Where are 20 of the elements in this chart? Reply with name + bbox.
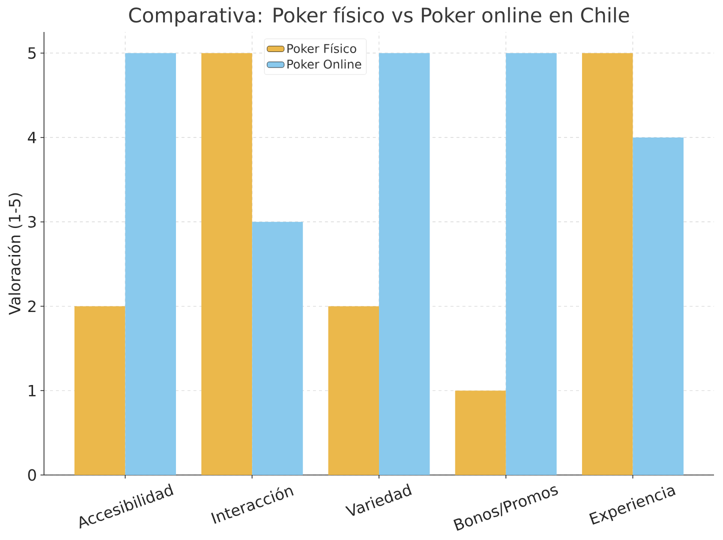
- y-tick-label: 1: [28, 384, 36, 396]
- bar: [201, 53, 252, 475]
- bar: [506, 53, 557, 475]
- bar: [252, 222, 303, 475]
- bar: [379, 53, 430, 475]
- y-tick-label: 3: [28, 216, 36, 228]
- legend-label: Poker Online: [287, 59, 362, 69]
- y-tick-label: 2: [28, 300, 36, 312]
- bar: [125, 53, 176, 475]
- bar: [455, 390, 506, 475]
- bar: [582, 53, 633, 475]
- y-tick-label: 0: [28, 469, 36, 481]
- bar: [74, 306, 126, 475]
- bar: [632, 137, 684, 475]
- bar: [328, 306, 380, 475]
- legend-label: Poker Físico: [287, 43, 356, 54]
- y-tick-label: 4: [28, 132, 36, 144]
- y-axis-title: Valoración (1-5): [8, 193, 22, 315]
- y-tick-label: 5: [28, 47, 36, 59]
- chart-title: Comparativa: Poker físico vs Poker online en Chile: [129, 6, 629, 26]
